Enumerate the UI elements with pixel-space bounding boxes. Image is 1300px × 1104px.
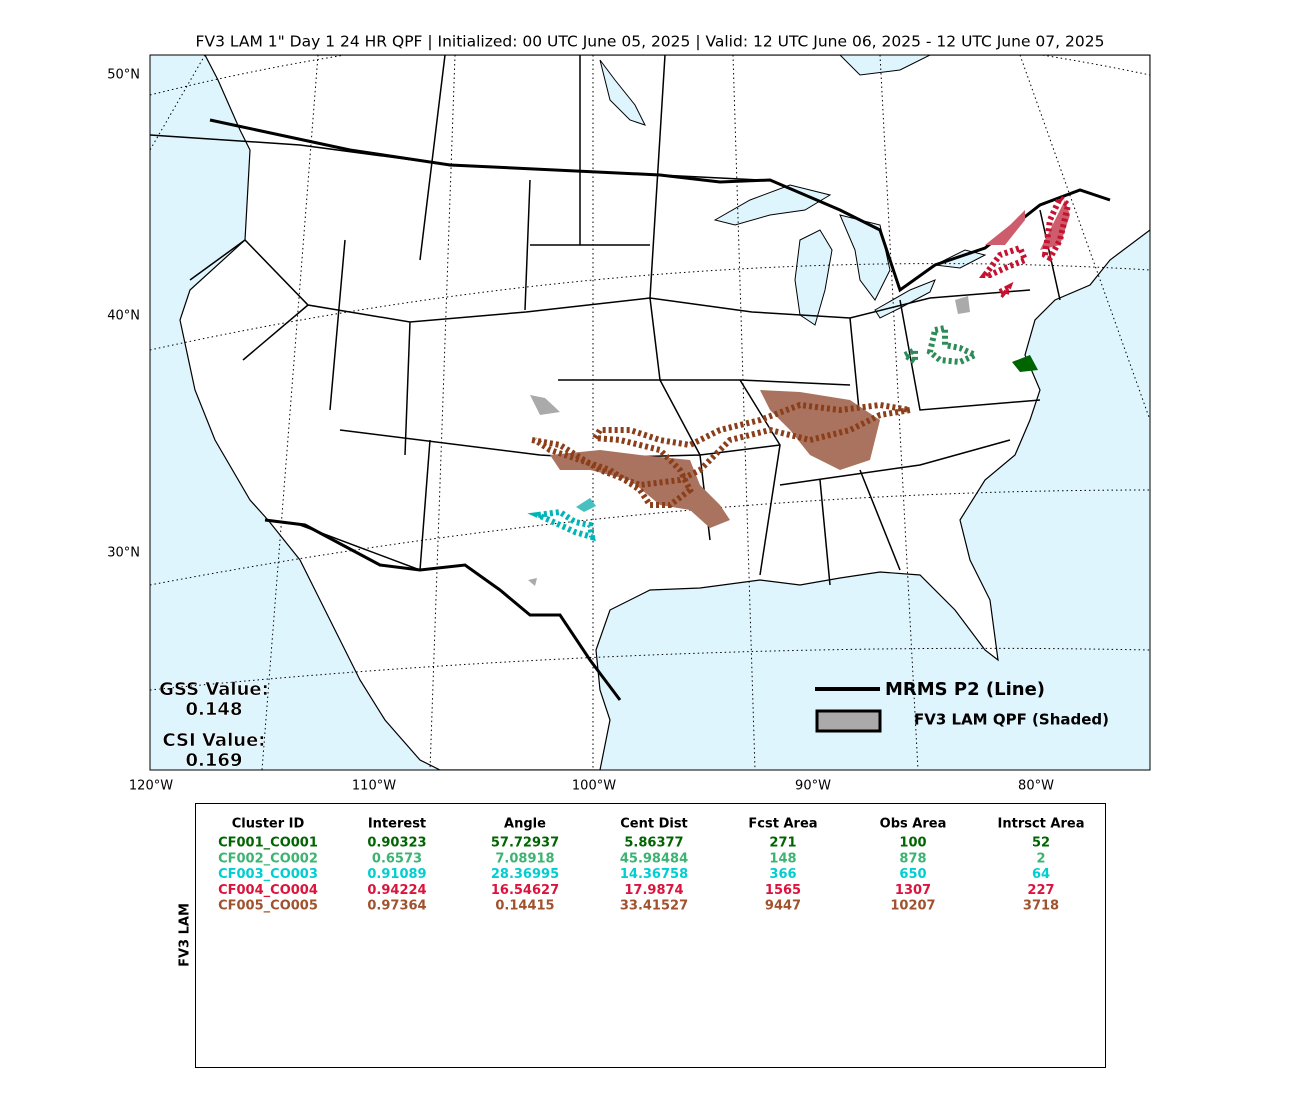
table-cell: 366 (769, 867, 796, 882)
qpf-brown (550, 390, 880, 528)
lake-winnipeg (599, 59, 646, 126)
lon-label: 80°W (1018, 779, 1054, 794)
table-cell: 57.72937 (491, 836, 559, 851)
table-cell: CF005_CO005 (218, 899, 318, 914)
table-cell: 2 (1036, 851, 1045, 866)
table-header: Interest (368, 817, 426, 832)
table-cell: 227 (1027, 883, 1054, 898)
table-cell: CF002_CO002 (218, 851, 318, 866)
lon-label: 120°W (129, 779, 173, 794)
gss-value: 0.148 (186, 699, 243, 720)
table-cell: 64 (1032, 867, 1050, 882)
graticule (150, 55, 1150, 770)
lon-label: 90°W (795, 779, 831, 794)
legend-line-label: MRMS P2 (Line) (885, 679, 1045, 700)
lat-label: 50°N (107, 68, 140, 83)
table-cell: 0.14415 (495, 899, 554, 914)
table-cell: 1565 (765, 883, 801, 898)
legend-shaded-label: FV3 LAM QPF (Shaded) (914, 711, 1109, 729)
lake-huron (839, 214, 891, 301)
lon-label: 110°W (352, 779, 396, 794)
gss-label: GSS Value: (159, 679, 269, 700)
table-cell: CF001_CO001 (218, 836, 318, 851)
table-cell: 0.90323 (367, 836, 426, 851)
table-cell: 0.6573 (372, 851, 422, 866)
lake-ontario (933, 249, 987, 269)
table-cell: 52 (1032, 836, 1050, 851)
table-cell: 650 (899, 867, 926, 882)
table-cell: 28.36995 (491, 867, 559, 882)
title: FV3 LAM 1" Day 1 24 HR QPF | Initialized… (196, 33, 1105, 51)
table-header: Fcst Area (748, 817, 817, 832)
legend-shaded-swatch (815, 709, 882, 733)
table-header: Intrsct Area (998, 817, 1085, 832)
obs-cyan (527, 508, 596, 542)
table-cell: 17.9874 (624, 883, 683, 898)
table-cell: 7.08918 (495, 851, 554, 866)
map-frame (149, 54, 1151, 771)
table-cell: 148 (769, 851, 796, 866)
obs-darkgreen (1012, 355, 1038, 372)
table-cell: 45.98484 (620, 851, 688, 866)
table-cell: 33.41527 (620, 899, 688, 914)
table-cell: 878 (899, 851, 926, 866)
table-cell: CF003_CO003 (218, 867, 318, 882)
obs-crimson (979, 193, 1072, 301)
hudson-bay (839, 55, 931, 76)
table-cell: 1307 (895, 883, 931, 898)
lake-michigan (794, 229, 833, 326)
table-header: Angle (504, 817, 546, 832)
table-cell: 271 (769, 836, 796, 851)
lon-label: 100°W (572, 779, 616, 794)
table-cell: 10207 (890, 899, 935, 914)
table-cell: 0.97364 (367, 899, 426, 914)
table-cell: 16.54627 (491, 883, 559, 898)
table-header: Cluster ID (232, 817, 305, 832)
qpf-crimson (985, 200, 1070, 250)
qpf-cyan (576, 498, 596, 512)
table-cell: 0.94224 (367, 883, 426, 898)
table-cell: 5.86377 (624, 836, 683, 851)
obs-green (899, 324, 983, 368)
obs-brown (531, 401, 911, 508)
table-cell: CF004_CO004 (218, 883, 318, 898)
table-frame (195, 803, 1106, 1068)
table-cell: 0.91089 (367, 867, 426, 882)
lat-label: 30°N (107, 546, 140, 561)
csi-label: CSI Value: (163, 730, 266, 751)
map (150, 55, 1150, 770)
table-header: Obs Area (880, 817, 947, 832)
international-border (209, 118, 1111, 701)
table-header: Cent Dist (620, 817, 688, 832)
table-cell: 9447 (765, 899, 801, 914)
table-cell: 3718 (1023, 899, 1059, 914)
table-cell: 14.36758 (620, 867, 688, 882)
table-cell: 100 (899, 836, 926, 851)
lat-label: 40°N (107, 309, 140, 324)
csi-value: 0.169 (186, 750, 243, 771)
table-side-label: FV3 LAM (178, 903, 193, 967)
